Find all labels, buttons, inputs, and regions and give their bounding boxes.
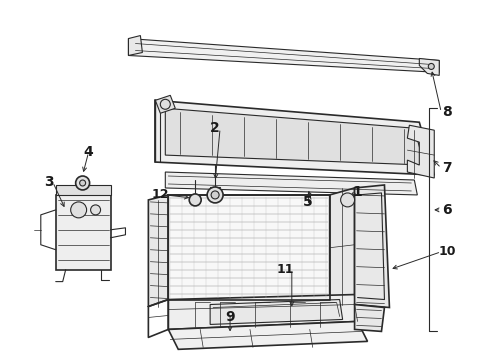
Text: 8: 8 [442, 105, 452, 119]
Polygon shape [56, 195, 111, 270]
Polygon shape [155, 95, 175, 113]
Polygon shape [330, 188, 355, 305]
Text: 4: 4 [84, 145, 94, 159]
Polygon shape [165, 172, 417, 195]
Text: 5: 5 [303, 195, 313, 209]
Polygon shape [128, 36, 143, 55]
Circle shape [160, 99, 171, 109]
Text: 12: 12 [151, 188, 169, 202]
Polygon shape [56, 185, 111, 195]
Polygon shape [355, 185, 390, 307]
Polygon shape [168, 321, 368, 349]
Circle shape [189, 194, 201, 206]
Polygon shape [210, 300, 343, 324]
Polygon shape [165, 108, 424, 165]
Text: 2: 2 [210, 121, 220, 135]
Circle shape [428, 63, 434, 69]
Polygon shape [168, 294, 358, 329]
Circle shape [91, 205, 100, 215]
Circle shape [75, 176, 90, 190]
Circle shape [211, 191, 219, 199]
Text: 6: 6 [442, 203, 452, 217]
Polygon shape [419, 58, 439, 75]
Polygon shape [155, 100, 434, 175]
Circle shape [71, 202, 87, 218]
Text: 3: 3 [44, 175, 53, 189]
Text: 9: 9 [225, 310, 235, 324]
Text: 7: 7 [442, 161, 452, 175]
Polygon shape [168, 195, 330, 300]
Polygon shape [128, 39, 439, 72]
Circle shape [80, 180, 86, 186]
Text: 10: 10 [439, 245, 456, 258]
Text: 1: 1 [353, 185, 363, 199]
Circle shape [341, 193, 355, 207]
Polygon shape [407, 125, 434, 178]
Polygon shape [148, 195, 168, 306]
Circle shape [207, 187, 223, 203]
Text: 11: 11 [276, 263, 294, 276]
Polygon shape [355, 305, 385, 332]
